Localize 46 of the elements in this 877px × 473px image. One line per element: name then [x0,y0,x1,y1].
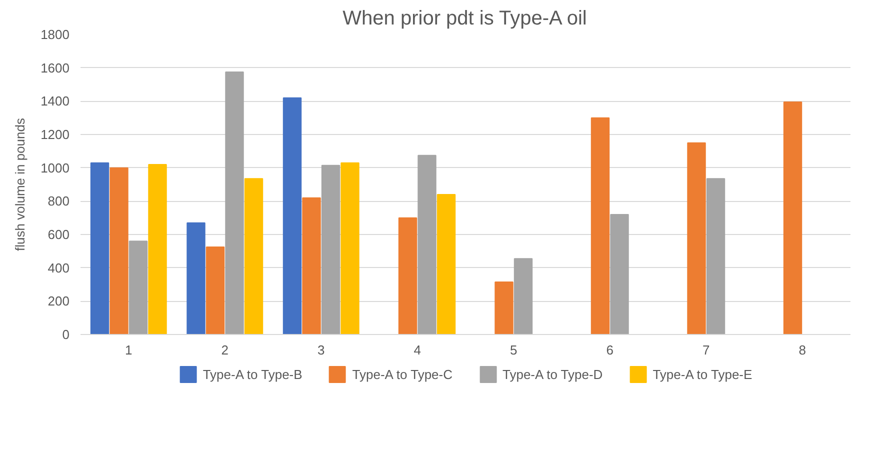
bar [90,162,110,334]
x-tick-label: 5 [510,342,518,358]
y-tick-label: 0 [62,327,70,342]
bar [610,214,629,334]
y-tick-label: 1800 [40,27,70,42]
bar [398,217,418,334]
bar [244,178,264,334]
y-tick-label: 200 [48,294,70,309]
bar [340,162,360,334]
bar [783,102,802,334]
bar [514,258,533,334]
bar [494,282,514,334]
x-tick-label: 4 [414,342,421,358]
x-tick-label: 1 [125,342,132,358]
y-tick-label: 1400 [40,94,70,109]
x-tick-label: 7 [702,342,710,358]
chart-title: When prior pdt is Type-A oil [342,8,587,30]
y-axis-title: flush volume in pounds [12,118,28,251]
bar [302,197,321,334]
y-tick-label: 400 [48,260,70,276]
legend-label: Type-A to Type-E [652,366,752,382]
bar [186,222,206,334]
x-tick-label: 2 [221,342,228,358]
bar [148,164,167,334]
bar [110,167,128,334]
x-tick-label: 6 [606,342,614,358]
y-tick-label: 1200 [40,127,70,142]
x-tick-label: 3 [318,342,325,358]
bar [282,97,302,334]
bar [128,240,148,334]
bar [321,164,340,334]
bar [706,178,726,334]
legend-label: Type-A to Type-C [352,366,452,382]
bar [418,154,436,334]
bar [206,246,225,334]
bar [225,72,244,334]
bar [687,142,706,334]
x-tick-label: 8 [798,342,806,358]
y-tick-label: 800 [48,194,70,209]
y-tick-label: 1000 [40,160,70,176]
bar [436,194,456,334]
bar [590,117,610,334]
y-tick-label: 1600 [40,60,70,76]
legend-label: Type-A to Type-D [502,366,603,382]
y-tick-label: 600 [48,227,70,242]
legend-label: Type-A to Type-B [202,366,302,382]
